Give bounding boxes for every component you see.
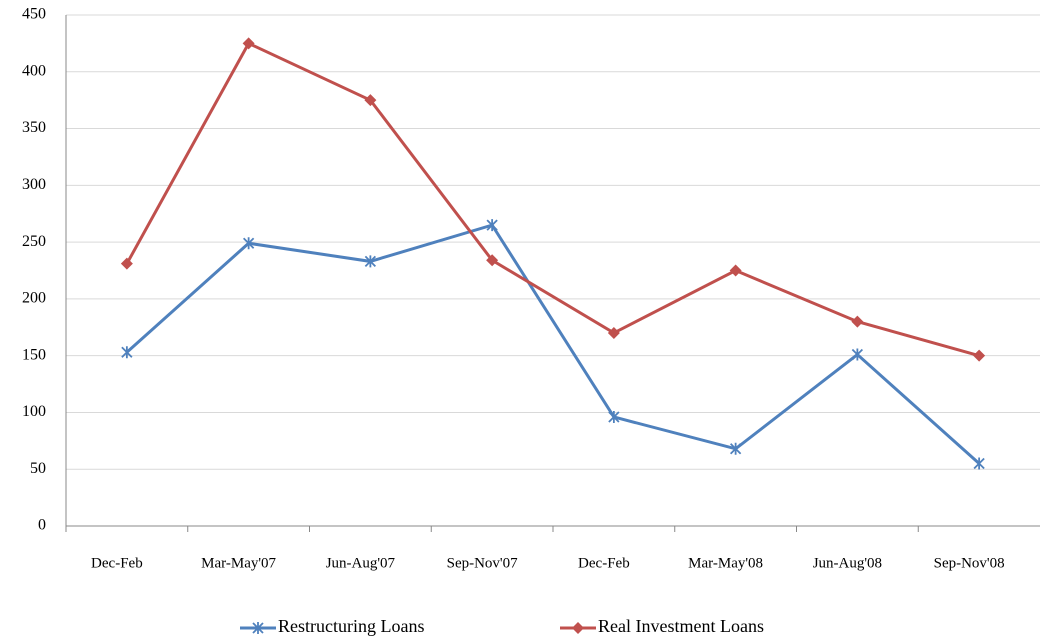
- y-tick-label: 50: [30, 460, 46, 477]
- y-tick-label: 300: [22, 176, 46, 193]
- x-tick-label: Jun-Aug'08: [813, 555, 882, 571]
- legend-marker: [572, 622, 584, 634]
- y-tick-label: 150: [22, 346, 46, 363]
- y-tick-label: 200: [22, 290, 46, 307]
- legend-label: Real Investment Loans: [598, 616, 764, 636]
- point: [729, 442, 742, 455]
- x-tick-label: Jun-Aug'07: [326, 555, 396, 571]
- y-tick-label: 450: [22, 6, 46, 23]
- point: [973, 457, 985, 470]
- point: [851, 348, 864, 361]
- point: [607, 326, 620, 339]
- y-tick-label: 0: [38, 517, 46, 534]
- point: [364, 255, 377, 268]
- y-tick-label: 100: [22, 403, 46, 420]
- point: [121, 346, 133, 359]
- x-tick-label: Dec-Feb: [578, 555, 630, 571]
- point: [242, 237, 255, 250]
- series-line: [125, 223, 981, 465]
- series-line: [125, 41, 980, 358]
- y-tick-label: 350: [22, 119, 46, 136]
- point: [608, 410, 620, 423]
- point: [242, 37, 255, 50]
- point: [486, 219, 498, 232]
- x-tick-label: Sep-Nov'07: [447, 555, 519, 571]
- x-tick-label: Mar-May'07: [201, 555, 276, 571]
- x-tick-label: Dec-Feb: [91, 555, 143, 571]
- x-tick-label: Sep-Nov'08: [934, 555, 1005, 571]
- x-tick-label: Mar-May'08: [688, 555, 763, 571]
- y-tick-label: 400: [22, 62, 46, 79]
- point: [364, 94, 377, 107]
- point: [120, 257, 133, 270]
- point: [851, 315, 864, 328]
- legend-label: Restructuring Loans: [278, 616, 424, 636]
- point: [486, 254, 499, 267]
- y-tick-label: 250: [22, 233, 46, 250]
- legend-marker: [252, 622, 264, 634]
- point: [973, 349, 986, 362]
- point: [729, 264, 742, 277]
